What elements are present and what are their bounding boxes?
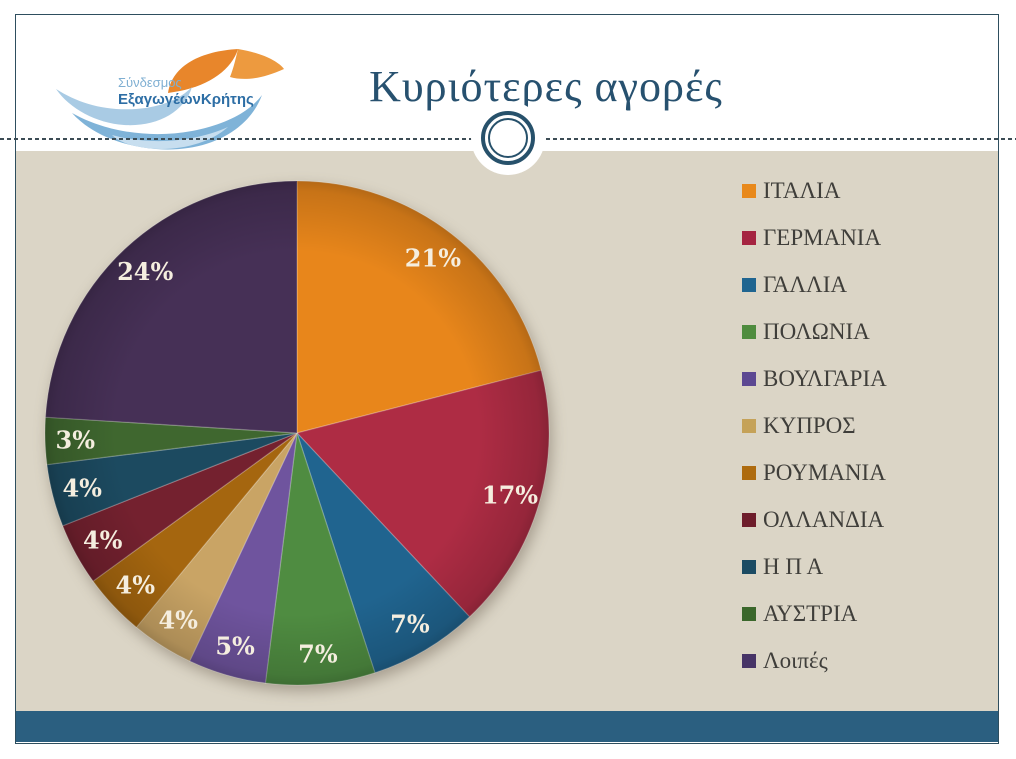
- pie-percentage-label: 17%: [482, 480, 538, 509]
- pie-rim-shading: [45, 181, 549, 685]
- legend-swatch: [742, 560, 756, 574]
- legend-label: Η Π Α: [763, 554, 824, 579]
- legend-label: ΒΟΥΛΓΑΡΙΑ: [763, 366, 887, 391]
- legend-label: ΡΟΥΜΑΝΙΑ: [763, 460, 886, 485]
- legend-label: ΚΥΠΡΟΣ: [763, 413, 856, 438]
- footer-bar: [16, 711, 998, 742]
- legend-swatch: [742, 419, 756, 433]
- logo: Σύνδεσμος ΕξαγωγέωνΚρήτης: [52, 43, 292, 160]
- sail-icon: [168, 49, 284, 93]
- legend-swatch: [742, 372, 756, 386]
- legend-label: ΙΤΑΛΙΑ: [763, 178, 841, 203]
- legend-item-Λοιπές: Λοιπές: [742, 648, 992, 674]
- logo-graphic: Σύνδεσμος ΕξαγωγέωνΚρήτης: [56, 49, 284, 150]
- legend-swatch: [742, 466, 756, 480]
- legend-item-ΒΟΥΛΓΑΡΙΑ: ΒΟΥΛΓΑΡΙΑ: [742, 366, 992, 392]
- chart-legend: ΙΤΑΛΙΑ ΓΕΡΜΑΝΙΑ ΓΑΛΛΙΑ ΠΟΛΩΝΙΑ ΒΟΥΛΓΑΡΙΑ ΚΥΠΡ…: [742, 178, 992, 674]
- legend-swatch: [742, 513, 756, 527]
- legend-item-ΓΕΡΜΑΝΙΑ: ΓΕΡΜΑΝΙΑ: [742, 225, 992, 251]
- pie-chart: 21% 17% 7% 7% 5% 4% 4% 4% 4% 3% 24%: [39, 175, 555, 691]
- circle-ornament-inner-ring: [488, 118, 528, 158]
- legend-swatch: [742, 607, 756, 621]
- legend-item-ΑΥΣΤΡΙΑ: ΑΥΣΤΡΙΑ: [742, 601, 992, 627]
- legend-item-ΠΟΛΩΝΙΑ: ΠΟΛΩΝΙΑ: [742, 319, 992, 345]
- pie-percentage-label: 4%: [62, 474, 102, 503]
- pie-percentage-label: 3%: [56, 426, 96, 455]
- slide-title: Κυριότερες αγορές: [369, 62, 723, 111]
- pie-percentage-label: 4%: [116, 570, 156, 599]
- pie-percentage-label: 4%: [83, 525, 123, 554]
- pie-percentage-label: 5%: [215, 632, 255, 661]
- legend-swatch: [742, 278, 756, 292]
- legend-item-ΙΤΑΛΙΑ: ΙΤΑΛΙΑ: [742, 178, 992, 204]
- legend-swatch: [742, 654, 756, 668]
- legend-item-ΡΟΥΜΑΝΙΑ: ΡΟΥΜΑΝΙΑ: [742, 460, 992, 486]
- legend-swatch: [742, 184, 756, 198]
- legend-label: ΑΥΣΤΡΙΑ: [763, 601, 858, 626]
- wave-icon: [56, 87, 262, 150]
- pie-percentage-label: 7%: [390, 609, 430, 638]
- legend-label: ΓΕΡΜΑΝΙΑ: [763, 225, 882, 250]
- legend-label: ΟΛΛΑΝΔΙΑ: [763, 507, 885, 532]
- legend-item-ΓΑΛΛΙΑ: ΓΑΛΛΙΑ: [742, 272, 992, 298]
- logo-text-line1: Σύνδεσμος: [118, 75, 182, 90]
- legend-label: Λοιπές: [763, 648, 828, 673]
- legend-label: ΓΑΛΛΙΑ: [763, 272, 847, 297]
- legend-label: ΠΟΛΩΝΙΑ: [763, 319, 870, 344]
- legend-item-ΚΥΠΡΟΣ: ΚΥΠΡΟΣ: [742, 413, 992, 439]
- legend-swatch: [742, 325, 756, 339]
- legend-item-Η Π Α: Η Π Α: [742, 554, 992, 580]
- pie-percentage-label: 21%: [405, 243, 461, 272]
- legend-swatch: [742, 231, 756, 245]
- pie-percentage-label: 7%: [298, 639, 338, 668]
- pie-percentage-label: 24%: [117, 257, 173, 286]
- legend-item-ΟΛΛΑΝΔΙΑ: ΟΛΛΑΝΔΙΑ: [742, 507, 992, 533]
- logo-text-line2: ΕξαγωγέωνΚρήτης: [118, 91, 254, 108]
- circle-ornament: [471, 101, 545, 175]
- pie-percentage-label: 4%: [158, 606, 198, 635]
- circle-ornament-outer-ring: [481, 111, 535, 165]
